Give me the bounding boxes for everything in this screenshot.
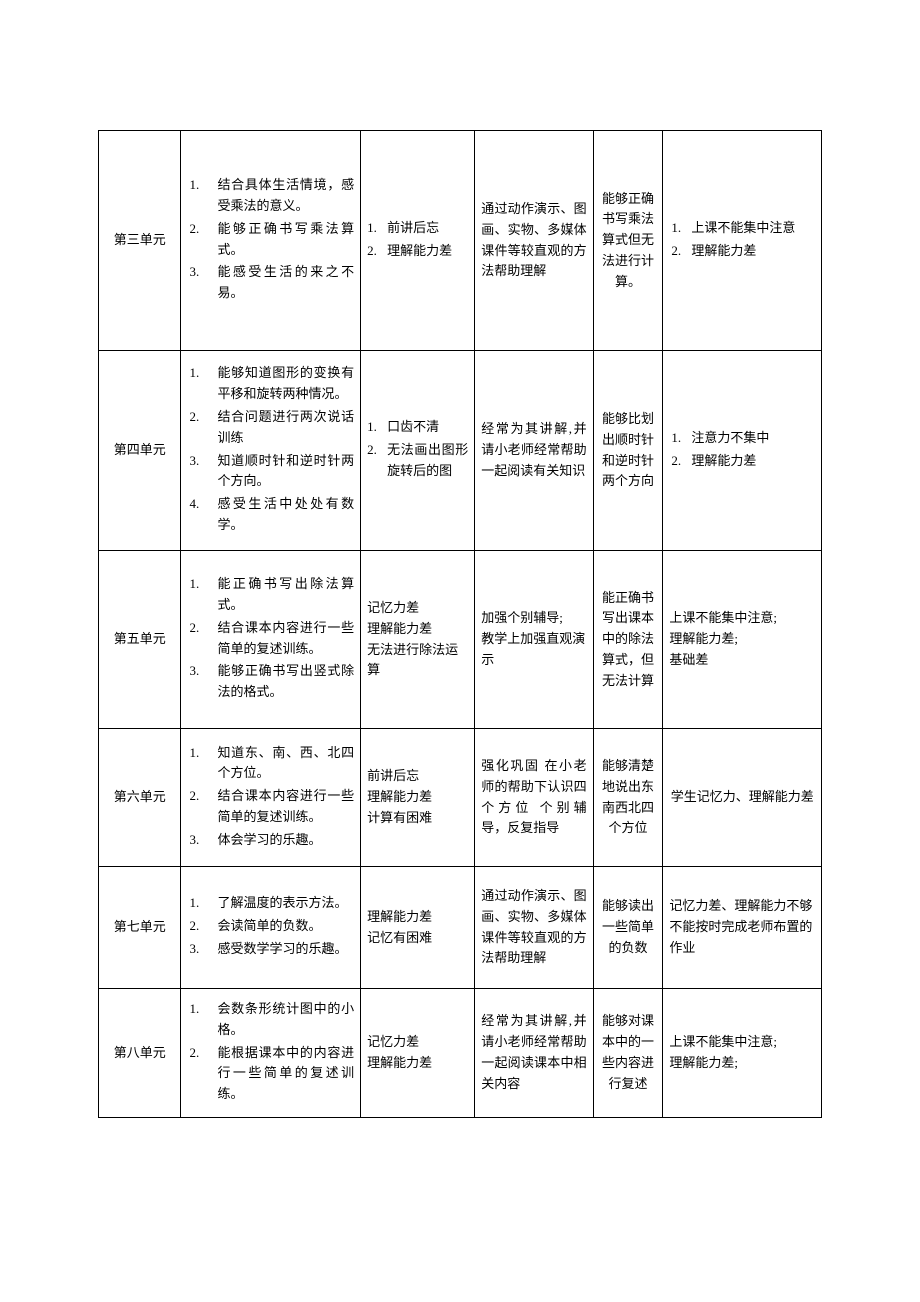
unit-label: 第七单元 <box>114 919 166 934</box>
outcome-text: 能够正确书写乘法算式但无法进行计算。 <box>602 191 654 289</box>
goal-item: 会读简单的负数。 <box>217 916 354 937</box>
outcome-text: 能够清楚地说出东南西北四个方位 <box>602 758 654 835</box>
issue-line: 基础差 <box>669 650 815 671</box>
goal-item: 知道东、南、西、北四个方位。 <box>217 743 354 785</box>
goal-item: 知道顺时针和逆时针两个方向。 <box>217 451 354 493</box>
goals-list: 1.会数条形统计图中的小格。 2.能根据课本中的内容进行一些简单的复述训练。 <box>187 999 354 1105</box>
difficulty-line: 无法进行除法运算 <box>367 640 468 682</box>
goal-item: 能感受生活的来之不易。 <box>217 262 354 304</box>
issue-line: 记忆力差、理解能力不够 <box>669 896 815 917</box>
unit-label: 第五单元 <box>114 631 166 646</box>
strategy-text: 通过动作演示、图画、实物、多媒体课件等较直观的方法帮助理解 <box>481 201 586 278</box>
difficulty-line: 计算有困难 <box>367 808 468 829</box>
outcome-text: 能正确书写出课本中的除法算式，但无法计算 <box>602 590 654 688</box>
difficulty-item: 前讲后忘 <box>387 218 468 239</box>
unit-label: 第八单元 <box>114 1045 166 1060</box>
strategy-text: 经常为其讲解,并请小老师经常帮助一起阅读有关知识 <box>481 421 586 478</box>
strategy-text: 加强个别辅导; 教学上加强直观演示 <box>481 610 585 667</box>
table-row: 第六单元 1.知道东、南、西、北四个方位。 2.结合课本内容进行一些简单的复述训… <box>99 729 822 867</box>
difficulty-item: 理解能力差 <box>387 241 468 262</box>
goal-item: 结合具体生活情境，感受乘法的意义。 <box>217 175 354 217</box>
goal-item: 能够正确书写出竖式除法的格式。 <box>217 661 354 703</box>
issue-item: 理解能力差 <box>691 451 815 472</box>
issue-item: 理解能力差 <box>691 241 815 262</box>
goal-item: 结合课本内容进行一些简单的复述训练。 <box>217 786 354 828</box>
goal-item: 能够正确书写乘法算式。 <box>217 219 354 261</box>
goal-item: 感受数学学习的乐趣。 <box>217 939 354 960</box>
issues-list: 1.注意力不集中 2.理解能力差 <box>669 428 815 472</box>
issue-line: 上课不能集中注意; <box>669 608 815 629</box>
difficulty-line: 理解能力差 <box>367 1053 468 1074</box>
goal-item: 感受生活中处处有数学。 <box>217 494 354 536</box>
table-row: 第八单元 1.会数条形统计图中的小格。 2.能根据课本中的内容进行一些简单的复述… <box>99 989 822 1118</box>
goals-list: 1.能正确书写出除法算式。 2.结合课本内容进行一些简单的复述训练。 3.能够正… <box>187 574 354 703</box>
outcome-text: 能够比划出顺时针和逆时针两个方向 <box>602 411 654 488</box>
difficulty-line: 理解能力差 <box>367 787 468 808</box>
curriculum-table: 第三单元 1.结合具体生活情境，感受乘法的意义。 2.能够正确书写乘法算式。 3… <box>98 130 822 1118</box>
table-row: 第五单元 1.能正确书写出除法算式。 2.结合课本内容进行一些简单的复述训练。 … <box>99 551 822 729</box>
goal-item: 能正确书写出除法算式。 <box>217 574 354 616</box>
goals-list: 1.知道东、南、西、北四个方位。 2.结合课本内容进行一些简单的复述训练。 3.… <box>187 743 354 851</box>
issue-item: 注意力不集中 <box>691 428 815 449</box>
goals-list: 1.结合具体生活情境，感受乘法的意义。 2.能够正确书写乘法算式。 3.能感受生… <box>187 175 354 304</box>
table-row: 第四单元 1.能够知道图形的变换有平移和旋转两种情况。 2.结合问题进行两次说话… <box>99 351 822 551</box>
difficulty-line: 理解能力差 <box>367 619 468 640</box>
difficulty-line: 前讲后忘 <box>367 766 468 787</box>
issue-line: 上课不能集中注意; <box>669 1032 815 1053</box>
outcome-text: 能够读出一些简单的负数 <box>602 898 654 955</box>
unit-label: 第四单元 <box>114 442 166 457</box>
difficulty-list: 1.口齿不清 2.无法画出图形旋转后的图 <box>367 417 468 481</box>
goal-item: 结合课本内容进行一些简单的复述训练。 <box>217 618 354 660</box>
outcome-text: 能够对课本中的一些内容进行复述 <box>602 1013 654 1090</box>
table-row: 第三单元 1.结合具体生活情境，感受乘法的意义。 2.能够正确书写乘法算式。 3… <box>99 131 822 351</box>
issue-text: 学生记忆力、理解能力差 <box>671 789 814 804</box>
difficulty-item: 口齿不清 <box>387 417 468 438</box>
goal-item: 会数条形统计图中的小格。 <box>217 999 354 1041</box>
goal-item: 体会学习的乐趣。 <box>217 830 354 851</box>
strategy-text: 强化巩固 在小老师的帮助下认识四个方位 个别辅导，反复指导 <box>481 758 586 835</box>
strategy-text: 经常为其讲解,并请小老师经常帮助一起阅读课本中相关内容 <box>481 1013 586 1090</box>
goals-list: 1.了解温度的表示方法。 2.会读简单的负数。 3.感受数学学习的乐趣。 <box>187 893 354 959</box>
difficulty-line: 记忆力差 <box>367 1032 468 1053</box>
goal-item: 能够知道图形的变换有平移和旋转两种情况。 <box>217 363 354 405</box>
unit-label: 第六单元 <box>114 789 166 804</box>
difficulty-line: 记忆力差 <box>367 598 468 619</box>
issue-line: 不能按时完成老师布置的作业 <box>669 917 815 959</box>
difficulty-item: 无法画出图形旋转后的图 <box>387 440 468 482</box>
difficulty-line: 理解能力差 <box>367 907 468 928</box>
issues-list: 1.上课不能集中注意 2.理解能力差 <box>669 218 815 262</box>
goal-item: 了解温度的表示方法。 <box>217 893 354 914</box>
goals-list: 1.能够知道图形的变换有平移和旋转两种情况。 2.结合问题进行两次说话训练 3.… <box>187 363 354 535</box>
goal-item: 能根据课本中的内容进行一些简单的复述训练。 <box>217 1043 354 1105</box>
difficulty-line: 记忆有困难 <box>367 928 468 949</box>
issue-item: 上课不能集中注意 <box>691 218 815 239</box>
table-row: 第七单元 1.了解温度的表示方法。 2.会读简单的负数。 3.感受数学学习的乐趣… <box>99 867 822 989</box>
difficulty-list: 1.前讲后忘 2.理解能力差 <box>367 218 468 262</box>
goal-item: 结合问题进行两次说话训练 <box>217 407 354 449</box>
strategy-text: 通过动作演示、图画、实物、多媒体课件等较直观的方法帮助理解 <box>481 888 586 965</box>
unit-label: 第三单元 <box>114 232 166 247</box>
issue-line: 理解能力差; <box>669 629 815 650</box>
page: 第三单元 1.结合具体生活情境，感受乘法的意义。 2.能够正确书写乘法算式。 3… <box>0 0 920 1248</box>
issue-line: 理解能力差; <box>669 1053 815 1074</box>
